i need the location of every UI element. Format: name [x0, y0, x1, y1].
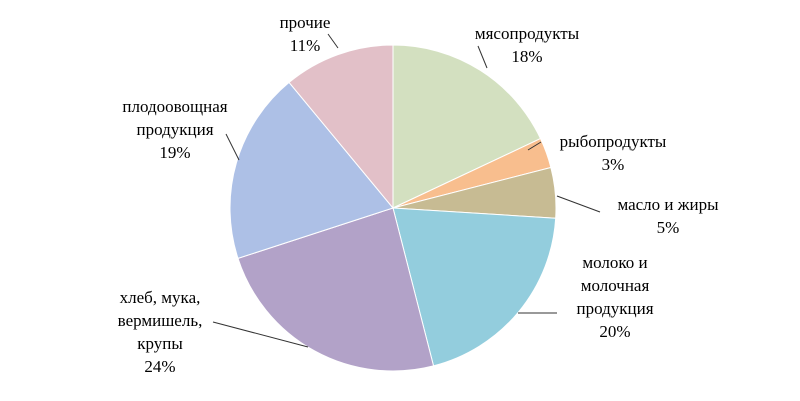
pie-slice — [392, 207, 557, 367]
slice-label: масло и жиры 5% — [593, 193, 743, 239]
leader-line — [556, 195, 601, 213]
value-label: 5% — [656, 218, 680, 237]
leader-line — [527, 141, 542, 151]
value-label: 3% — [601, 155, 625, 174]
category-label: масло и жиры — [617, 195, 719, 214]
value-label: 24% — [144, 357, 176, 376]
pie-slice — [237, 207, 435, 372]
slice-label: рыбопродукты 3% — [538, 130, 688, 176]
slice-label: молоко и молочная продукция 20% — [555, 251, 675, 343]
leader-line — [225, 133, 240, 161]
category-label: мясопродукты — [474, 24, 580, 43]
value-label: 11% — [289, 36, 321, 55]
category-label: прочие — [279, 13, 331, 32]
slice-label: прочие 11% — [255, 11, 355, 57]
category-label: молоко и молочная продукция — [576, 253, 654, 318]
category-label: плодоовощная продукция — [122, 97, 228, 139]
leader-line — [327, 33, 339, 49]
category-label: рыбопродукты — [559, 132, 667, 151]
slice-label: хлеб, мука, вермишель, крупы 24% — [105, 286, 215, 378]
category-label: хлеб, мука, вермишель, крупы — [117, 288, 203, 353]
leader-line — [212, 321, 309, 348]
slice-label: плодоовощная продукция 19% — [100, 95, 250, 164]
pie-slice — [229, 81, 394, 260]
pie-slice — [288, 44, 394, 210]
value-label: 18% — [511, 47, 543, 66]
pie-slice — [392, 44, 542, 209]
value-label: 20% — [599, 322, 631, 341]
leader-line — [477, 45, 488, 69]
slice-label: мясопродукты 18% — [452, 22, 602, 68]
value-label: 19% — [159, 143, 191, 162]
